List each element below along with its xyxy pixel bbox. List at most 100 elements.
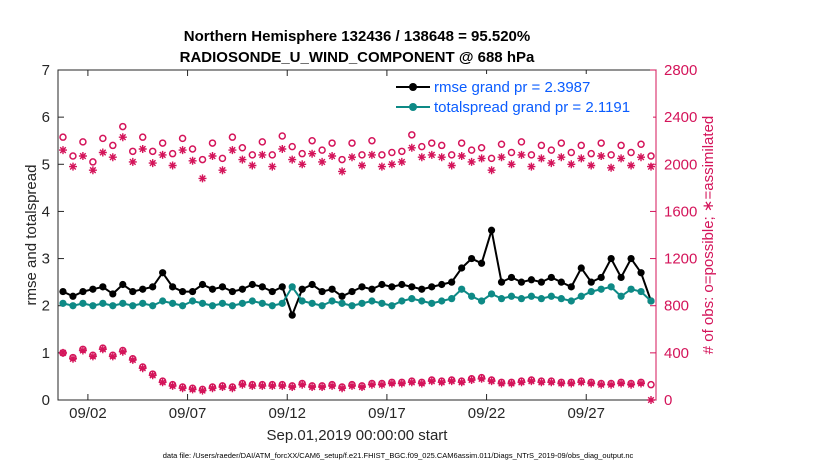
point-rmse [59, 287, 67, 296]
point-obs-assimilated [647, 162, 655, 171]
point-rmse [348, 287, 356, 296]
point-obs-possible [358, 151, 366, 159]
y-right-tick-label: 1200 [664, 251, 697, 268]
point-totalspread [69, 302, 77, 310]
chart-subtitle: RADIOSONDE_U_WIND_COMPONENT @ 688 hPa [180, 49, 535, 66]
point-rmse [487, 226, 496, 234]
point-obs-assimilated [268, 162, 277, 171]
point-obs-lower-assimilated [208, 384, 217, 393]
point-obs-assimilated [248, 161, 257, 170]
y-right-tick-label: 2400 [664, 109, 697, 126]
point-obs-lower-assimilated [248, 381, 257, 390]
point-obs-lower-assimilated [647, 396, 655, 404]
point-obs-assimilated [557, 153, 566, 162]
point-obs-lower-assimilated [607, 380, 616, 389]
point-obs-lower-assimilated [128, 355, 137, 364]
point-totalspread [109, 302, 117, 310]
point-rmse [178, 287, 187, 296]
point-obs-possible [577, 141, 585, 150]
point-totalspread [368, 297, 376, 305]
point-rmse [119, 280, 127, 289]
point-obs-assimilated [128, 157, 137, 166]
point-rmse [109, 290, 117, 298]
point-totalspread [288, 283, 296, 291]
point-obs-lower-assimilated [318, 383, 327, 391]
point-obs-possible [557, 139, 566, 147]
y-left-tick-label: 1 [42, 345, 50, 362]
point-totalspread [468, 292, 476, 300]
point-obs-lower-assimilated [178, 384, 187, 393]
point-obs-possible [328, 139, 336, 147]
point-obs-possible [59, 133, 67, 141]
point-rmse [308, 280, 316, 289]
legend-entry-rmse: rmse grand pr = 2.3987 [434, 79, 590, 96]
point-obs-possible [398, 147, 406, 156]
point-obs-possible [527, 151, 536, 159]
point-obs-lower-assimilated [397, 379, 406, 388]
point-obs-assimilated [288, 155, 297, 164]
point-rmse [507, 273, 516, 282]
point-rmse [218, 283, 227, 291]
point-totalspread [537, 295, 545, 303]
point-totalspread [248, 297, 256, 305]
point-totalspread [398, 297, 406, 305]
point-obs-assimilated [158, 150, 167, 159]
point-obs-assimilated [367, 150, 376, 159]
chart-title: Northern Hemisphere 132436 / 138648 = 95… [184, 28, 530, 45]
point-obs-possible [487, 154, 496, 163]
point-obs-possible [158, 139, 167, 147]
y-left-tick-label: 7 [42, 62, 50, 79]
point-obs-possible [288, 142, 296, 151]
point-rmse [89, 285, 97, 293]
point-obs-assimilated [358, 161, 366, 170]
data-file-caption: data file: /Users/raeder/DAI/ATM_forcXX/… [163, 451, 634, 460]
point-totalspread [527, 292, 536, 300]
point-obs-possible [378, 151, 386, 159]
point-obs-assimilated [537, 154, 546, 163]
point-obs-lower-assimilated [278, 381, 287, 390]
point-obs-possible [89, 158, 97, 166]
point-obs-possible [507, 148, 516, 157]
point-obs-lower-assimilated [577, 378, 586, 387]
y-axis-right-label: # of obs: o=possible; ∗=assimilated [700, 116, 717, 355]
point-obs-assimilated [318, 157, 327, 166]
point-totalspread [169, 299, 177, 307]
point-totalspread [587, 287, 595, 296]
point-obs-possible [268, 151, 277, 159]
point-obs-lower-assimilated [427, 377, 436, 386]
point-rmse [468, 254, 476, 263]
point-obs-possible [637, 140, 645, 148]
point-obs-possible [119, 122, 127, 131]
point-rmse [69, 292, 77, 300]
point-totalspread [218, 299, 227, 307]
point-obs-assimilated [507, 160, 516, 169]
point-obs-lower-assimilated [527, 377, 536, 386]
point-totalspread [198, 299, 207, 307]
point-totalspread [238, 299, 246, 307]
point-obs-assimilated [218, 166, 227, 175]
point-obs-assimilated [338, 167, 347, 176]
point-obs-lower-assimilated [637, 379, 645, 388]
point-totalspread [298, 297, 306, 305]
point-obs-possible [218, 154, 227, 163]
point-totalspread [617, 292, 625, 300]
point-rmse [537, 278, 545, 286]
y-left-tick-label: 3 [42, 251, 50, 268]
point-obs-assimilated [298, 160, 307, 169]
point-obs-possible [148, 147, 157, 156]
y-axis-right: 0 400 800 1200 1600 2000 2400 2800 [650, 62, 697, 409]
point-totalspread [79, 299, 87, 307]
point-obs-possible [607, 151, 615, 159]
point-obs-lower-assimilated [348, 381, 356, 390]
point-totalspread [149, 302, 157, 310]
point-rmse [79, 287, 87, 296]
point-obs-assimilated [188, 156, 197, 165]
point-obs-lower-assimilated [258, 381, 267, 390]
point-rmse [557, 278, 565, 286]
point-totalspread [497, 295, 506, 303]
point-obs-possible [597, 139, 605, 147]
point-obs-possible [447, 151, 456, 159]
point-obs-lower-possible [647, 380, 655, 389]
point-obs-assimilated [138, 145, 147, 153]
point-totalspread [607, 283, 615, 291]
